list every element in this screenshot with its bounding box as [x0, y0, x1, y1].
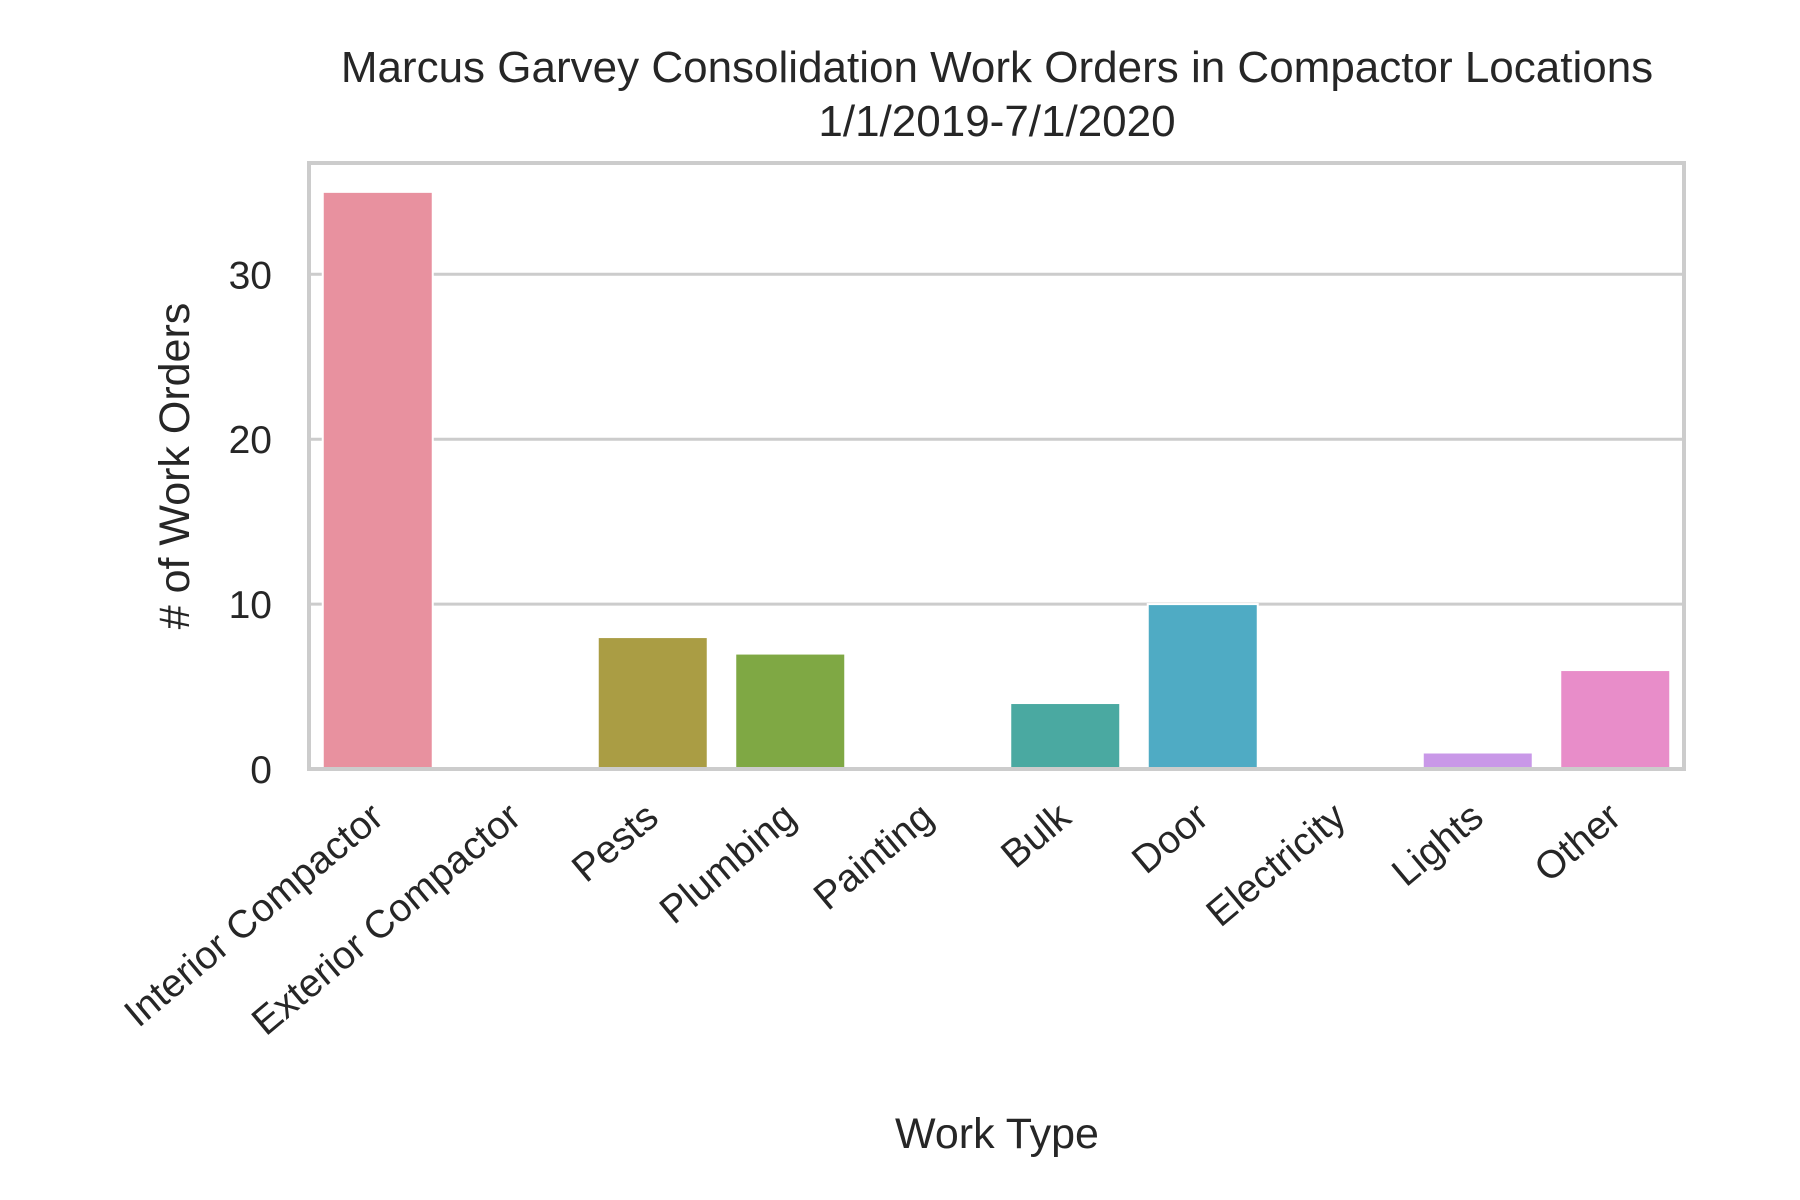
bar-pests — [596, 636, 709, 770]
plot-frame — [307, 161, 1686, 771]
x-tick-label: Door — [1124, 795, 1216, 882]
y-tick-label: 0 — [250, 749, 272, 792]
bars — [321, 190, 1672, 771]
y-axis-label: # of Work Orders — [151, 303, 199, 630]
y-tick-label: 30 — [229, 254, 272, 297]
x-tick-label: Bulk — [993, 795, 1079, 877]
bar-lights — [1421, 751, 1534, 770]
bar-door — [1146, 603, 1259, 771]
x-tick-label: Painting — [806, 795, 942, 919]
x-tick-label: Lights — [1384, 795, 1491, 895]
y-tick-label: 10 — [229, 584, 272, 627]
bar-interior-compactor — [321, 190, 434, 771]
grid-lines — [309, 272, 1684, 606]
x-tick-label: Plumbing — [652, 795, 804, 932]
bar-plumbing — [734, 652, 847, 770]
y-tick-labels: 0 10 20 30 — [229, 254, 272, 792]
chart-subtitle: 1/1/2019-7/1/2020 — [818, 97, 1175, 146]
x-tick-label: Exterior Compactor — [244, 795, 529, 1044]
bar-other — [1559, 669, 1672, 770]
bar-bulk — [1009, 702, 1122, 771]
x-tick-label: Other — [1527, 795, 1629, 891]
y-tick-label: 20 — [229, 419, 272, 462]
x-axis-label: Work Type — [895, 1110, 1099, 1158]
x-tick-label: Pests — [564, 795, 666, 891]
x-tick-label: Electricity — [1199, 795, 1355, 936]
x-tick-label: Interior Compactor — [116, 795, 391, 1036]
chart-title: Marcus Garvey Consolidation Work Orders … — [341, 43, 1653, 92]
